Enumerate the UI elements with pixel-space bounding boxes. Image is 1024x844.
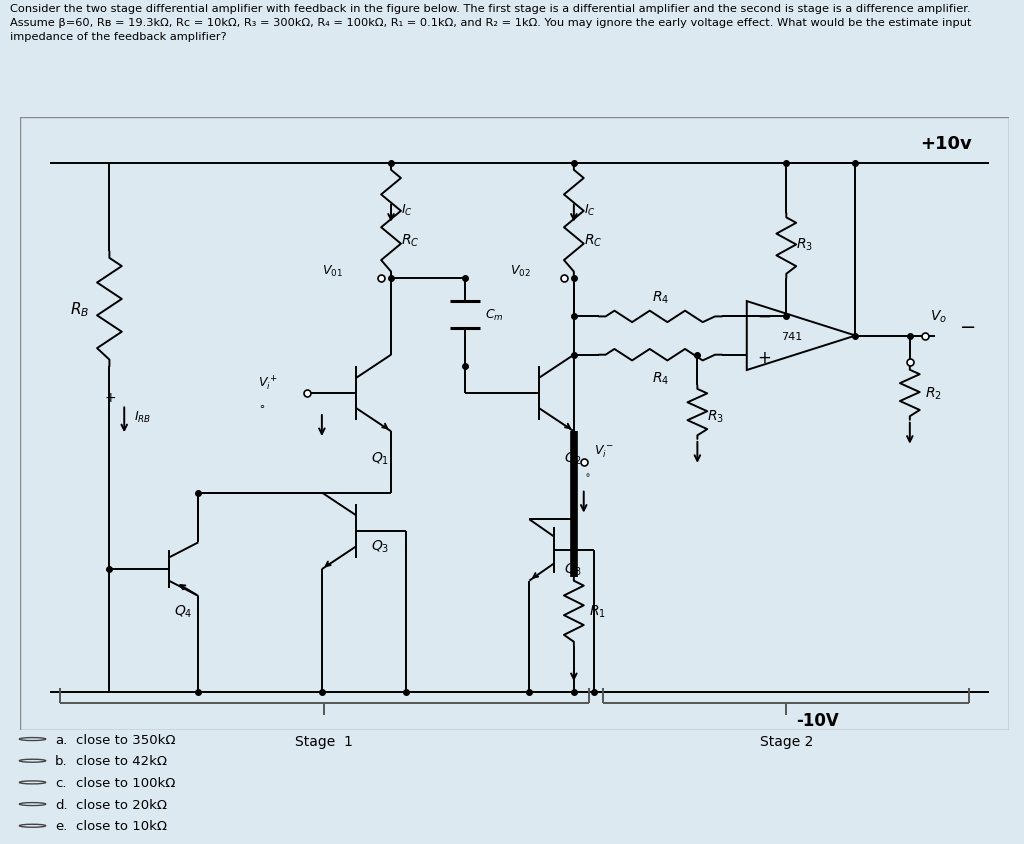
Text: $Q_1$: $Q_1$ xyxy=(372,451,389,467)
Text: b.: b. xyxy=(55,755,68,767)
Text: $V_{01}$: $V_{01}$ xyxy=(322,263,343,279)
Text: 741: 741 xyxy=(780,331,802,341)
Text: close to 100kΩ: close to 100kΩ xyxy=(76,776,175,789)
Text: close to 350kΩ: close to 350kΩ xyxy=(76,733,176,745)
Text: Stage 2: Stage 2 xyxy=(760,734,813,748)
Text: close to 20kΩ: close to 20kΩ xyxy=(76,798,167,810)
Text: $R_C$: $R_C$ xyxy=(584,232,602,249)
Text: $R_3$: $R_3$ xyxy=(708,408,724,425)
Text: $V_i^+$: $V_i^+$ xyxy=(258,372,278,392)
Text: $R_B$: $R_B$ xyxy=(70,300,89,319)
Text: close to 10kΩ: close to 10kΩ xyxy=(76,820,167,832)
Text: c.: c. xyxy=(55,776,67,789)
Text: Stage  1: Stage 1 xyxy=(295,734,353,748)
Text: +10v: +10v xyxy=(920,134,972,153)
Text: $V_i^-$: $V_i^-$ xyxy=(594,442,613,459)
Text: $V_o$: $V_o$ xyxy=(930,308,946,325)
Text: $V_{02}$: $V_{02}$ xyxy=(510,263,530,279)
Text: $R_4$: $R_4$ xyxy=(651,371,669,387)
Text: -10V: -10V xyxy=(797,711,839,729)
Text: e.: e. xyxy=(55,820,68,832)
Text: close to 42kΩ: close to 42kΩ xyxy=(76,755,167,767)
Text: d.: d. xyxy=(55,798,68,810)
Text: $R_3$: $R_3$ xyxy=(797,236,813,252)
Text: $-$: $-$ xyxy=(757,306,771,324)
Text: $\circ$: $\circ$ xyxy=(258,400,265,410)
Text: $Q_3$: $Q_3$ xyxy=(564,561,583,577)
Text: a.: a. xyxy=(55,733,68,745)
Text: $R_4$: $R_4$ xyxy=(651,289,669,306)
Text: $I_C$: $I_C$ xyxy=(401,203,413,218)
Text: $I_C$: $I_C$ xyxy=(584,203,596,218)
Text: $\circ$: $\circ$ xyxy=(584,468,590,479)
Text: $Q_2$: $Q_2$ xyxy=(564,451,582,467)
Text: $R_C$: $R_C$ xyxy=(401,232,420,249)
Text: $+$: $+$ xyxy=(757,349,771,366)
Text: $R_1$: $R_1$ xyxy=(589,603,605,619)
Text: $Q_3$: $Q_3$ xyxy=(372,538,389,555)
Text: +: + xyxy=(104,390,116,404)
Text: $I_{RB}$: $I_{RB}$ xyxy=(134,409,152,424)
Text: Consider the two stage differential amplifier with feedback in the figure below.: Consider the two stage differential ampl… xyxy=(10,4,972,42)
Text: $Q_4$: $Q_4$ xyxy=(174,603,193,619)
Text: $R_2$: $R_2$ xyxy=(925,386,941,402)
Text: $C_m$: $C_m$ xyxy=(485,307,504,322)
Text: $-$: $-$ xyxy=(959,315,976,334)
